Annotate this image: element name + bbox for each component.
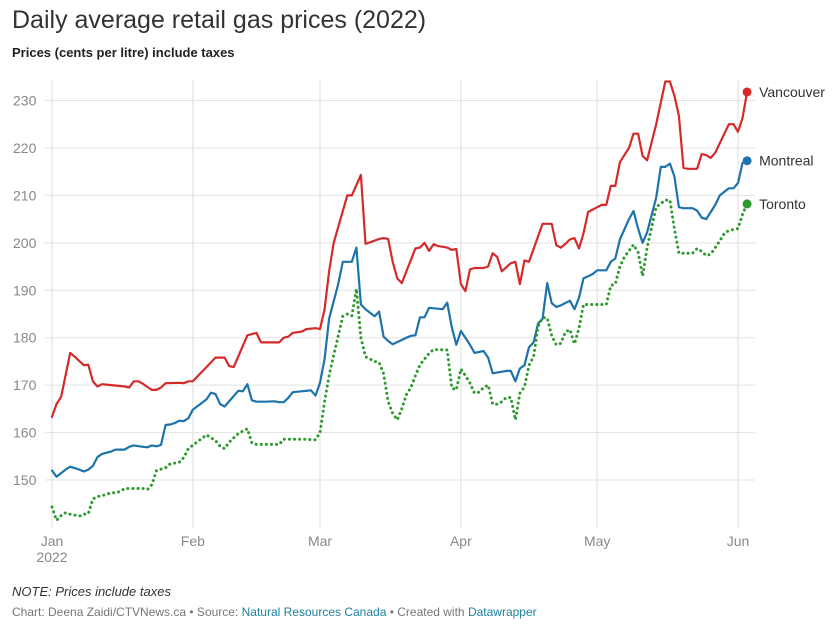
chart-footer: Chart: Deena Zaidi/CTVNews.ca • Source: …	[12, 605, 537, 619]
x-tick-label: May	[584, 533, 610, 549]
y-tick-label: 160	[13, 425, 37, 441]
chart-note: NOTE: Prices include taxes	[12, 584, 171, 599]
chart-title: Daily average retail gas prices (2022)	[12, 6, 427, 34]
source-link[interactable]: Natural Resources Canada	[241, 605, 387, 619]
chart-subtitle: Prices (cents per litre) include taxes	[12, 45, 235, 60]
y-tick-label: 230	[13, 93, 37, 109]
series-line-toronto	[50, 198, 749, 522]
y-tick-label: 180	[13, 330, 37, 346]
series-label-vancouver: Vancouver	[759, 84, 825, 100]
series-end-dot-montreal	[742, 156, 752, 166]
series-label-toronto: Toronto	[759, 196, 806, 212]
y-tick-label: 150	[13, 472, 37, 488]
series-lines	[50, 80, 752, 522]
series-line-montreal	[50, 159, 749, 478]
x-tick-label: Jun	[727, 533, 750, 549]
gridlines	[45, 80, 755, 528]
series-label-montreal: Montreal	[759, 153, 813, 169]
x-tick-sublabel: 2022	[36, 549, 67, 565]
series-end-dot-vancouver	[742, 87, 752, 97]
y-tick-label: 170	[13, 377, 37, 393]
series-labels: Vancouver Montreal Toronto	[759, 84, 825, 212]
y-axis-ticks: 150 160 170 180 190 200 210 220 230	[13, 93, 37, 489]
footer-credit: Chart: Deena Zaidi/CTVNews.ca • Source:	[12, 605, 242, 619]
x-tick-label: Apr	[450, 533, 472, 549]
y-tick-label: 220	[13, 140, 37, 156]
x-tick-label: Jan	[41, 533, 64, 549]
series-line-vancouver	[50, 80, 749, 418]
series-end-dot-toronto	[742, 199, 752, 209]
y-tick-label: 200	[13, 235, 37, 251]
footer-created: • Created with	[386, 605, 468, 619]
x-tick-label: Mar	[308, 533, 332, 549]
x-tick-label: Feb	[181, 533, 205, 549]
datawrapper-link[interactable]: Datawrapper	[467, 605, 537, 619]
y-tick-label: 210	[13, 187, 37, 203]
y-tick-label: 190	[13, 282, 37, 298]
